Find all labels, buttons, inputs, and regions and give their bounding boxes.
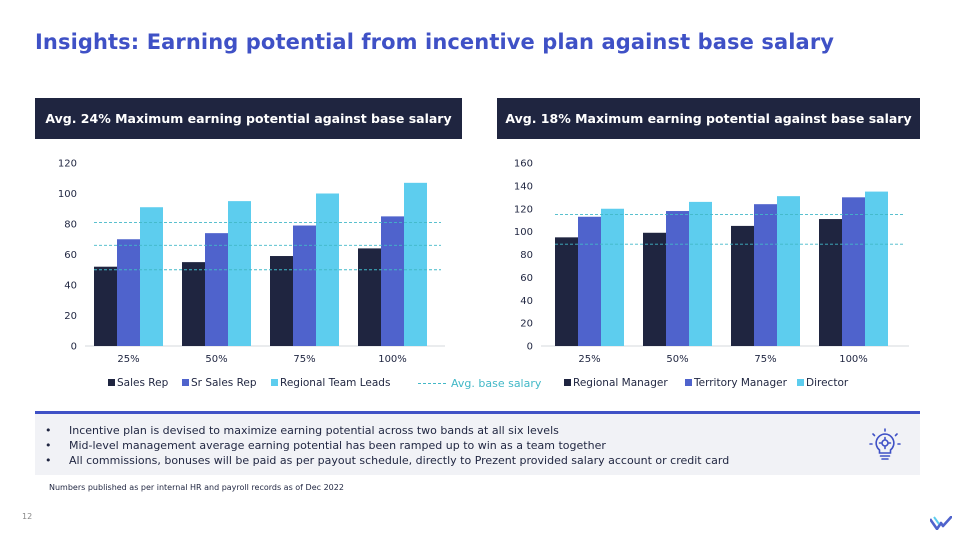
legend-swatch xyxy=(564,379,571,386)
bar xyxy=(293,225,316,346)
bar xyxy=(381,216,404,346)
footnote: Numbers published as per internal HR and… xyxy=(49,483,344,492)
bar xyxy=(117,239,140,346)
brand-logo-icon xyxy=(930,516,952,530)
y-tick-label: 100 xyxy=(514,227,533,238)
x-tick-label: 75% xyxy=(293,354,315,365)
bar xyxy=(689,201,712,346)
legend-label: Director xyxy=(806,377,849,389)
legend-swatch xyxy=(685,379,692,386)
y-tick-label: 140 xyxy=(514,181,533,192)
bar xyxy=(182,262,205,346)
legend-label: Sr Sales Rep xyxy=(191,377,257,389)
bar xyxy=(316,193,339,346)
insight-text: Mid-level management average earning pot… xyxy=(69,439,606,452)
bullet: • xyxy=(45,454,52,467)
insight-item: • Incentive plan is devised to maximize e… xyxy=(45,423,920,438)
x-tick-label: 100% xyxy=(378,354,407,365)
bar-chart-left: 0 20 40 60 80 100 120 25% 50% 75% 100% Sales Rep Sr … xyxy=(58,159,445,389)
legend-swatch xyxy=(182,379,189,386)
insights-panel: • Incentive plan is devised to maximize e… xyxy=(35,411,920,475)
bar xyxy=(404,182,427,346)
bar xyxy=(842,197,865,346)
insights-list: • Incentive plan is devised to maximize e… xyxy=(35,414,920,468)
avg-line-swatch xyxy=(418,383,446,384)
insight-item: • Mid-level management average earning po… xyxy=(45,438,920,453)
insight-item: • All commissions, bonuses will be paid a… xyxy=(45,453,920,468)
bar xyxy=(754,204,777,346)
y-tick-label: 40 xyxy=(64,281,77,292)
bar xyxy=(358,248,381,346)
y-tick-label: 80 xyxy=(64,220,77,231)
bar xyxy=(205,233,228,346)
avg-base-salary-legend: Avg. base salary xyxy=(418,377,541,390)
bullet: • xyxy=(45,439,52,452)
bar xyxy=(578,216,601,346)
y-tick-label: 80 xyxy=(520,250,533,261)
bar xyxy=(270,256,293,346)
lightbulb-gear-icon xyxy=(869,428,901,460)
chart-header-right: Avg. 18% Maximum earning potential again… xyxy=(497,98,920,139)
bar xyxy=(601,208,624,346)
y-tick-label: 20 xyxy=(64,311,77,322)
bar xyxy=(666,211,689,346)
bar xyxy=(555,237,578,346)
y-tick-label: 120 xyxy=(514,204,533,215)
bar xyxy=(643,232,666,346)
insight-text: All commissions, bonuses will be paid as… xyxy=(69,454,730,467)
x-tick-label: 100% xyxy=(839,354,868,365)
x-tick-label: 75% xyxy=(754,354,776,365)
avg-base-salary-label: Avg. base salary xyxy=(451,377,542,390)
y-tick-label: 0 xyxy=(71,342,77,353)
bar xyxy=(731,225,754,346)
bar xyxy=(94,266,117,346)
legend-label: Territory Manager xyxy=(693,377,788,389)
y-tick-label: 0 xyxy=(527,342,533,353)
x-tick-label: 25% xyxy=(117,354,139,365)
legend-swatch xyxy=(271,379,278,386)
x-tick-label: 50% xyxy=(666,354,688,365)
legend-label: Regional Manager xyxy=(573,377,668,389)
bar xyxy=(819,219,842,346)
bar xyxy=(140,207,163,346)
page-number: 12 xyxy=(22,512,33,521)
legend-label: Regional Team Leads xyxy=(280,377,390,389)
bullet: • xyxy=(45,424,52,437)
bar-chart-right: 0 20 40 60 80 100 120 140 160 25% 50% 75% 100% Region… xyxy=(514,159,909,389)
legend-swatch xyxy=(108,379,115,386)
y-tick-label: 60 xyxy=(520,273,533,284)
insight-text: Incentive plan is devised to maximize ea… xyxy=(69,424,559,437)
x-tick-label: 25% xyxy=(578,354,600,365)
legend-swatch xyxy=(797,379,804,386)
y-tick-label: 100 xyxy=(58,189,77,200)
y-tick-label: 60 xyxy=(64,250,77,261)
x-tick-label: 50% xyxy=(205,354,227,365)
y-tick-label: 20 xyxy=(520,319,533,330)
legend-label: Sales Rep xyxy=(117,377,169,389)
bar xyxy=(228,201,251,346)
page-title: Insights: Earning potential from incenti… xyxy=(35,30,835,54)
bar xyxy=(865,191,888,346)
y-tick-label: 40 xyxy=(520,296,533,307)
chart-header-left: Avg. 24% Maximum earning potential again… xyxy=(35,98,462,139)
y-tick-label: 120 xyxy=(58,159,77,170)
y-tick-label: 160 xyxy=(514,159,533,170)
bar xyxy=(777,196,800,346)
